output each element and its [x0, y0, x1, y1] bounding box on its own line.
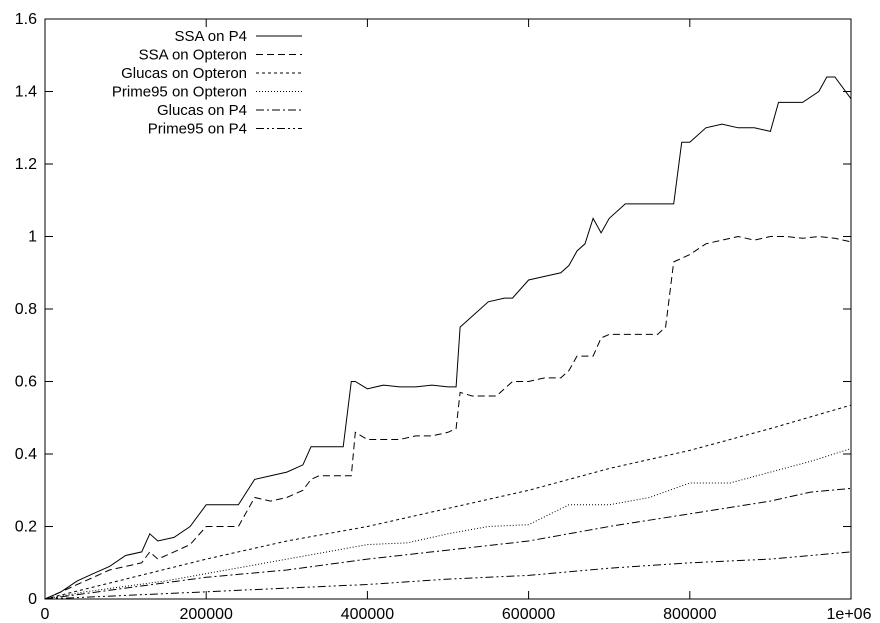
legend-label: Glucas on Opteron [121, 65, 247, 82]
legend-label: Glucas on P4 [157, 102, 247, 119]
y-tick-label: 0.8 [15, 301, 37, 318]
series-line-1 [44, 76, 852, 600]
legend-label: SSA on Opteron [139, 47, 247, 64]
y-tick-label: 1 [28, 229, 37, 246]
series-line-4 [44, 448, 852, 600]
series-line-5 [44, 487, 852, 600]
x-tick-label: 0 [41, 606, 50, 623]
y-tick-label: 0 [28, 591, 37, 608]
legend-label: SSA on P4 [174, 28, 247, 45]
y-tick-label: 0.2 [15, 519, 37, 536]
legend-label: Prime95 on P4 [148, 121, 247, 138]
y-tick-label: 1.2 [15, 156, 37, 173]
series-line-6 [44, 551, 852, 600]
x-tick-label: 200000 [180, 606, 233, 623]
y-tick-label: 0.6 [15, 374, 37, 391]
x-tick-label: 400000 [341, 606, 394, 623]
x-tick-label: 1e+06 [827, 606, 872, 623]
y-tick-label: 0.4 [15, 446, 37, 463]
axis-ticks: 0 0.2 0.4 0.6 0.8 1 1.2 1.4 1.6 0 200000 400000 6000… [15, 11, 872, 623]
series-layer [44, 76, 852, 600]
x-tick-label: 800000 [663, 606, 716, 623]
y-tick-label: 1.6 [15, 11, 37, 28]
series-line-3 [44, 404, 852, 600]
legend-label: Prime95 on Opteron [112, 84, 247, 101]
y-tick-label: 1.4 [15, 84, 37, 101]
series-line-2 [44, 235, 852, 600]
x-tick-label: 600000 [502, 606, 555, 623]
